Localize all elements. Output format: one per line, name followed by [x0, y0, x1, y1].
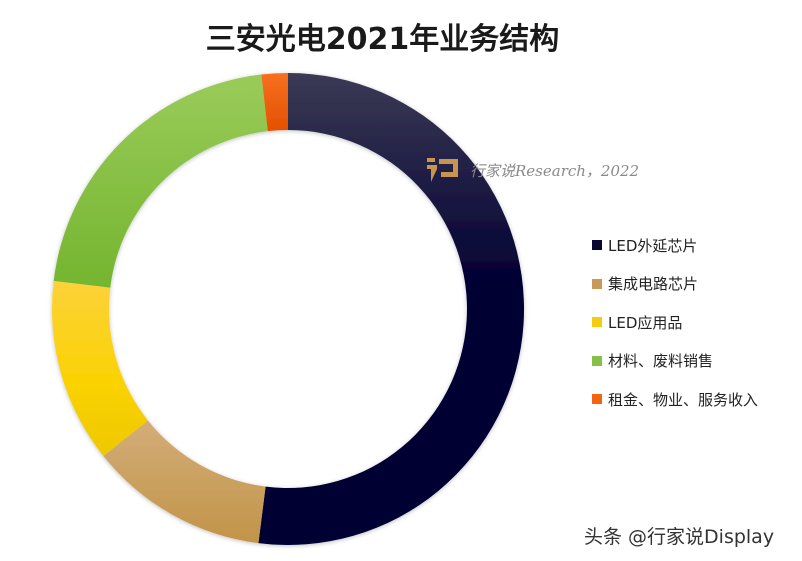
chart-legend: LED外延芯片 集成电路芯片 LED应用品 材料、废料销售 租金、物业、服务收入	[592, 226, 758, 419]
source-footer: 头条 @行家说Display	[584, 526, 775, 548]
legend-swatch	[592, 394, 602, 405]
legend-label: LED应用品	[608, 313, 683, 332]
donut-slice	[261, 73, 288, 132]
legend-item: LED应用品	[592, 303, 758, 342]
legend-item: 租金、物业、服务收入	[592, 380, 758, 419]
legend-swatch	[592, 240, 602, 251]
legend-label: 租金、物业、服务收入	[608, 390, 759, 409]
legend-label: 材料、废料销售	[608, 352, 714, 371]
legend-item: 集成电路芯片	[592, 265, 758, 304]
chart-title: 三安光电2021年业务结构	[205, 22, 560, 57]
donut-slice	[51, 280, 148, 456]
legend-swatch	[592, 317, 602, 328]
legend-item: LED外延芯片	[592, 226, 758, 265]
watermark-text: 行家说Research，2022	[470, 161, 640, 180]
watermark: 行家说Research，2022	[426, 155, 639, 185]
legend-swatch	[592, 355, 602, 366]
donut-slice	[53, 74, 268, 288]
donut-slice	[258, 73, 524, 545]
legend-item: 材料、废料销售	[592, 342, 758, 381]
hangjiashuo-logo-icon	[427, 158, 458, 182]
legend-swatch	[592, 278, 602, 289]
donut-slice	[103, 420, 266, 544]
legend-label: LED外延芯片	[608, 236, 698, 255]
legend-label: 集成电路芯片	[608, 275, 699, 294]
